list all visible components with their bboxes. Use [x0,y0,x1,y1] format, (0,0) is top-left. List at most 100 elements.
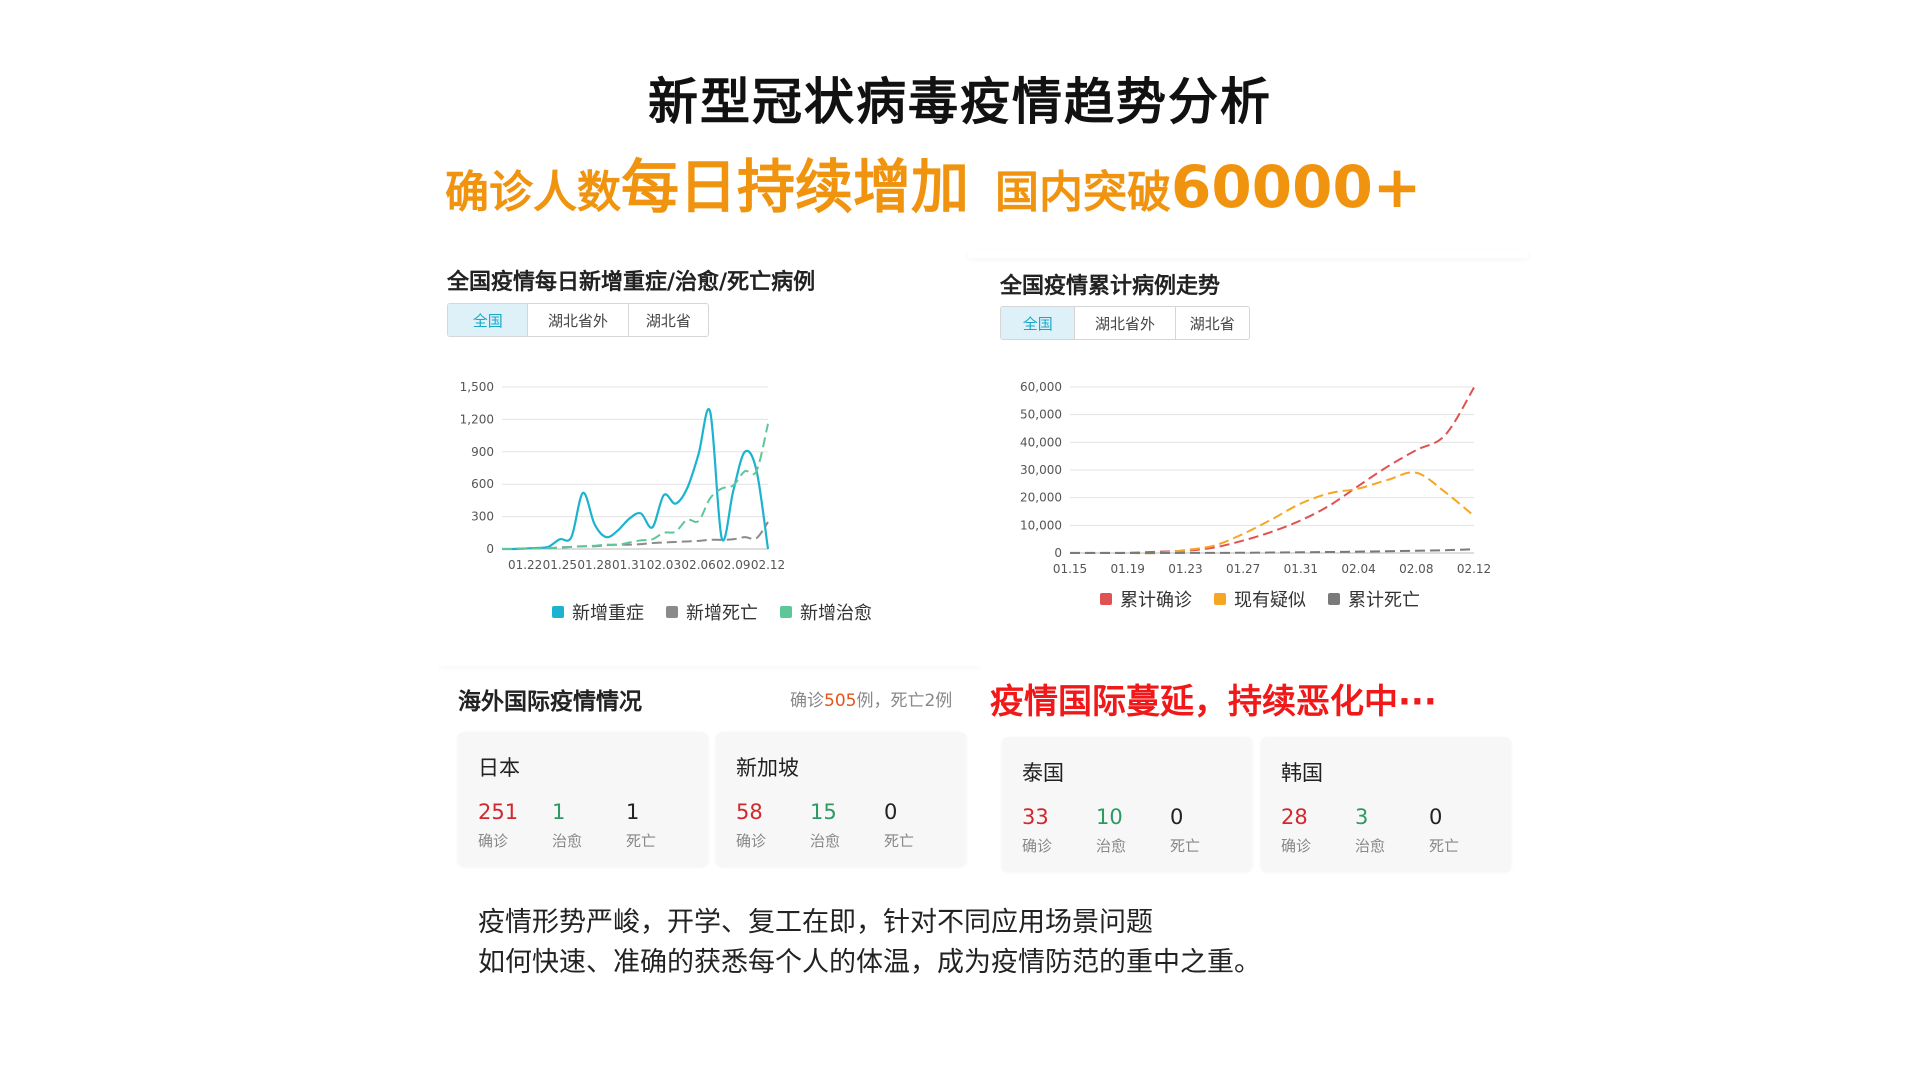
x-tick-label: 01.15 [1053,562,1087,576]
headline-part-4: 60000+ [1171,153,1422,221]
legend-swatch [1214,593,1226,605]
legend-item-suspected[interactable]: 现有疑似 [1214,586,1306,612]
tab-hubei[interactable]: 湖北省 [1189,314,1235,333]
series-line [501,423,769,551]
summary-suffix: 例，死亡2例 [856,691,953,711]
x-tick-label: 01.31 [612,558,646,572]
y-tick-label: 900 [471,445,494,459]
stat-cured: 10 治愈 [1096,805,1126,856]
panel-divider [968,250,1528,258]
y-tick-label: 0 [486,542,494,556]
stat-confirmed: 28 确诊 [1281,805,1311,856]
stat-dead: 1 死亡 [626,800,656,851]
x-tick-label: 02.12 [751,558,785,572]
bottom-line-1: 疫情形势严峻，开学、复工在即，针对不同应用场景问题 [478,907,1153,938]
stat-value: 10 [1096,805,1123,829]
stat-label: 治愈 [1096,837,1127,855]
tab-all[interactable]: 全国 [448,304,529,336]
stat-label: 治愈 [810,832,841,850]
right-panel-title: 全国疫情累计病例走势 [1000,274,1221,299]
legend-label: 新增重症 [572,603,644,624]
stat-value: 251 [478,800,519,824]
overseas-summary: 确诊505例，死亡2例 [790,686,952,711]
legend-label: 新增死亡 [686,603,758,624]
left-line-chart: 0 300 600 900 1,200 1,500 01.22 01.25 01.28 01.31… [460,380,786,572]
country-name: 泰国 [1022,761,1064,785]
bottom-paragraph: 疫情形势严峻，开学、复工在即，针对不同应用场景问题 如何快速、准确的获悉每个人的… [478,903,1261,983]
overseas-title: 海外国际疫情情况 [458,689,642,715]
stat-cured: 3 治愈 [1355,805,1385,856]
tab-all[interactable]: 全国 [1001,307,1076,339]
tab-outside-hubei[interactable]: 湖北省外 [1075,307,1176,339]
country-card-singapore[interactable]: 新加坡 58 确诊 15 治愈 0 死亡 [716,732,966,866]
country-name: 韩国 [1281,761,1323,785]
stat-cured: 1 治愈 [552,800,582,851]
country-name: 日本 [478,756,520,780]
legend-swatch [1100,593,1112,605]
stat-label: 确诊 [1022,837,1053,855]
tab-outside-hubei[interactable]: 湖北省外 [528,304,629,336]
stat-value: 33 [1022,805,1049,829]
x-tick-label: 01.27 [1226,562,1260,576]
series-line [1069,548,1475,554]
spread-warning: 疫情国际蔓延，持续恶化中··· [990,682,1437,722]
legend-label: 现有疑似 [1234,590,1306,611]
stat-cured: 15 治愈 [810,800,840,851]
stat-label: 死亡 [1429,837,1460,855]
stat-value: 1 [626,800,640,824]
country-card-thailand[interactable]: 泰国 33 确诊 10 治愈 0 死亡 [1002,737,1252,871]
y-tick-label: 30,000 [1020,463,1062,477]
stat-label: 死亡 [626,832,657,850]
x-tick-label: 02.06 [681,558,715,572]
legend-label: 新增治愈 [800,603,872,624]
legend-item-cured[interactable]: 新增治愈 [780,599,872,625]
y-tick-label: 10,000 [1020,518,1062,532]
stat-label: 确诊 [478,832,509,850]
country-card-korea[interactable]: 韩国 28 确诊 3 治愈 0 死亡 [1261,737,1511,871]
tab-hubei[interactable]: 湖北省 [645,311,691,330]
stat-label: 死亡 [1170,837,1201,855]
x-tick-label: 02.03 [647,558,681,572]
legend-swatch [1328,593,1340,605]
x-tick-label: 01.31 [1284,562,1318,576]
legend-item-death[interactable]: 新增死亡 [666,599,758,625]
stat-label: 治愈 [1355,837,1386,855]
stat-dead: 0 死亡 [1170,805,1200,856]
left-panel-title: 全国疫情每日新增重症/治愈/死亡病例 [447,270,816,295]
x-tick-label: 02.08 [1399,562,1433,576]
x-tick-label: 02.12 [1457,562,1491,576]
right-chart-legend: 累计确诊 现有疑似 累计死亡 [1100,586,1420,612]
country-name: 新加坡 [736,756,799,780]
legend-item-death[interactable]: 累计死亡 [1328,586,1420,612]
headline-part-2: 每日持续增加 [621,153,970,221]
stat-label: 确诊 [1281,837,1312,855]
legend-item-confirmed[interactable]: 累计确诊 [1100,586,1192,612]
legend-item-severe[interactable]: 新增重症 [552,599,644,625]
bottom-line-2: 如何快速、准确的获悉每个人的体温，成为疫情防范的重中之重。 [478,947,1261,978]
y-tick-label: 60,000 [1020,380,1062,394]
left-panel-tabs: 全国 湖北省外 湖北省 [447,303,709,337]
country-card-japan[interactable]: 日本 251 确诊 1 治愈 1 死亡 [458,732,708,866]
y-tick-label: 20,000 [1020,491,1062,505]
legend-swatch [780,606,792,618]
x-tick-label: 01.19 [1111,562,1145,576]
summary-number: 505 [824,691,857,711]
stat-value: 3 [1355,805,1369,829]
page-title: 新型冠状病毒疫情趋势分析 [648,73,1272,131]
y-tick-label: 600 [471,477,494,491]
headline: 确诊人数每日持续增加 国内突破60000+ [445,140,1421,224]
legend-swatch [552,606,564,618]
section-divider [440,660,980,666]
legend-label: 累计死亡 [1348,590,1420,611]
series-line [1070,471,1475,555]
x-tick-label: 01.25 [543,558,577,572]
headline-part-3: 国内突破 [995,167,1172,218]
x-tick-label: 02.09 [716,558,750,572]
y-tick-label: 40,000 [1020,435,1062,449]
stat-label: 死亡 [884,832,915,850]
y-tick-label: 300 [471,510,494,524]
stat-value: 1 [552,800,566,824]
stat-confirmed: 251 确诊 [478,800,518,851]
right-line-chart: 0 10,000 20,000 30,000 40,000 50,000 60,000 01.… [1020,380,1491,576]
stat-value: 15 [810,800,837,824]
